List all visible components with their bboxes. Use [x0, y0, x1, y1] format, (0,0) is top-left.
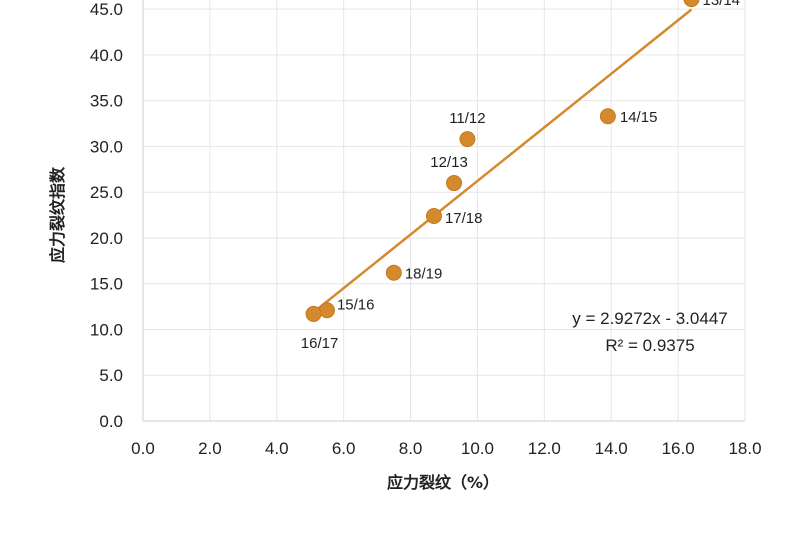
y-tick-label: 35.0: [90, 92, 123, 111]
point-label: 12/13: [430, 154, 468, 171]
data-point: [459, 131, 476, 148]
x-tick-label: 4.0: [265, 439, 289, 458]
x-tick-label: 16.0: [662, 439, 695, 458]
y-tick-label: 30.0: [90, 137, 123, 156]
y-tick-labels: 0.0 5.0 10.0 15.0 20.0 25.0 30.0 35.0 40.0 45.0: [90, 0, 123, 431]
x-tick-label: 10.0: [461, 439, 494, 458]
data-point: [318, 302, 335, 319]
gridlines: [143, 0, 746, 421]
r-squared: R² = 0.9375: [605, 336, 694, 355]
point-label: 13/14: [702, 0, 740, 9]
y-tick-label: 5.0: [99, 366, 123, 385]
point-label: 17/18: [445, 210, 483, 227]
x-tick-label: 14.0: [595, 439, 628, 458]
x-tick-labels: 0.0 2.0 4.0 6.0 8.0 10.0 12.0 14.0 16.0 18.0: [131, 439, 761, 458]
x-tick-label: 2.0: [198, 439, 222, 458]
point-label: 15/16: [337, 296, 375, 313]
trendline: [312, 8, 693, 314]
x-tick-label: 12.0: [528, 439, 561, 458]
y-tick-label: 45.0: [90, 0, 123, 19]
point-label: 14/15: [620, 109, 658, 126]
y-tick-label: 25.0: [90, 183, 123, 202]
data-point: [425, 207, 442, 224]
x-tick-label: 6.0: [332, 439, 356, 458]
trendline-equation: y = 2.9272x - 3.0447: [572, 309, 727, 328]
y-tick-label: 40.0: [90, 46, 123, 65]
data-point: [599, 108, 616, 125]
point-label: 18/19: [405, 266, 443, 283]
x-tick-label: 0.0: [131, 439, 155, 458]
x-tick-label: 8.0: [399, 439, 423, 458]
point-label: 11/12: [449, 110, 485, 127]
data-point: [683, 0, 700, 8]
data-point: [446, 175, 463, 192]
data-point: [385, 264, 402, 281]
y-tick-label: 20.0: [90, 229, 123, 248]
axes: [142, 0, 745, 422]
x-tick-label: 18.0: [728, 439, 761, 458]
point-label: 16/17: [301, 335, 339, 352]
data-points: [305, 0, 700, 322]
y-axis-title: 应力裂纹指数: [48, 166, 67, 263]
y-tick-label: 15.0: [90, 275, 123, 294]
x-axis-title: 应力裂纹（%）: [387, 473, 499, 492]
data-point: [305, 305, 322, 322]
y-tick-label: 10.0: [90, 320, 123, 339]
y-tick-label: 0.0: [99, 412, 123, 431]
point-labels: 13/14 14/15 11/12 12/13 17/18 18/19 15/16 16/17: [301, 0, 740, 352]
